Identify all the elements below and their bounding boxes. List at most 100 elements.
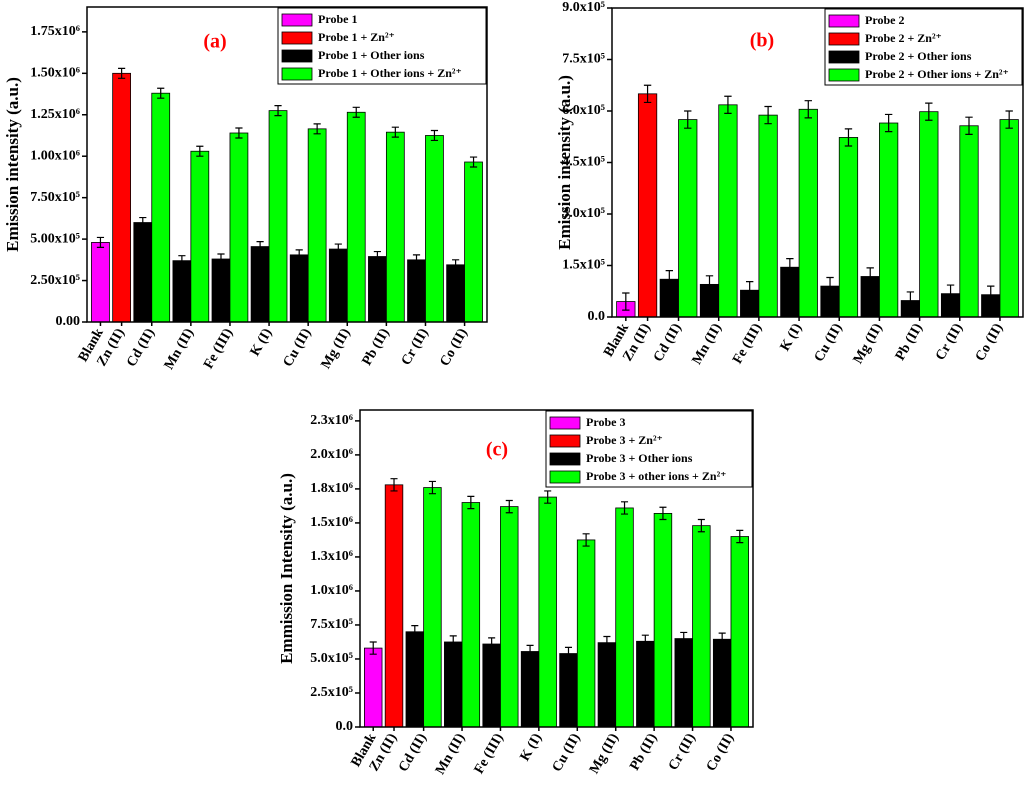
x-tick-label: Mn (II) [433, 731, 469, 778]
legend-label: Probe 3 + Other ions [586, 451, 693, 465]
x-tick-label: Fe (III) [730, 321, 765, 367]
error-bar [428, 480, 436, 495]
error-bar [684, 110, 692, 129]
bar [307, 128, 327, 323]
y-tick-label: 0.0 [336, 719, 354, 734]
bar [328, 248, 348, 323]
bar [211, 258, 231, 323]
plot-frame [611, 7, 1024, 318]
y-tick-label: 1.5x10⁵ [562, 258, 605, 273]
y-tick-label: 5.0x10⁵ [310, 651, 353, 666]
error-bar [118, 67, 126, 79]
bar [364, 647, 383, 728]
bar [520, 651, 540, 728]
y-axis-label: Emmission Intensity (a.u.) [277, 473, 296, 664]
bar [172, 260, 192, 323]
x-tick-label: K (I) [248, 326, 276, 359]
legend-swatch [828, 14, 860, 28]
chart-title: (c) [486, 439, 508, 461]
bar [919, 111, 939, 318]
x-tick-label: Fe (III) [201, 326, 236, 372]
x-tick-label: Pb (II) [627, 731, 660, 773]
error-bar [352, 106, 360, 118]
bar [678, 119, 698, 318]
error-bar [697, 518, 705, 533]
bar [482, 643, 501, 728]
error-bar [965, 116, 973, 135]
bar [133, 222, 153, 323]
bar [636, 640, 655, 728]
error-bar [96, 236, 105, 248]
y-tick-label: 0.0 [588, 309, 606, 324]
bar [637, 93, 658, 318]
bar [425, 135, 444, 323]
x-tick-label: K (I) [778, 321, 806, 354]
chart-title: (b) [750, 30, 774, 52]
error-bar [804, 100, 812, 119]
error-bar [526, 644, 534, 659]
error-bar [313, 123, 321, 135]
error-bar [295, 249, 303, 261]
y-tick-label: 1.75x10⁶ [30, 24, 80, 39]
legend-label: Probe 3 [586, 415, 625, 429]
bar [838, 137, 859, 318]
error-bar [718, 632, 726, 646]
y-tick-label: 1.8x10⁶ [310, 481, 353, 496]
y-tick-label: 2.3x10⁶ [310, 413, 353, 428]
error-bar [564, 646, 573, 661]
bar [692, 525, 711, 728]
error-bar [452, 259, 460, 271]
error-bar [659, 506, 667, 521]
error-bar [884, 113, 893, 133]
error-bar [906, 291, 915, 310]
x-tick-label: Pb (II) [360, 326, 393, 368]
error-bar [866, 267, 874, 286]
legend-swatch [828, 50, 860, 64]
bar [407, 259, 426, 323]
bar [289, 254, 309, 323]
error-bar [745, 281, 754, 300]
bar [461, 502, 481, 728]
legend-label: Probe 1 + Other ions [318, 48, 425, 62]
error-bar [764, 105, 772, 125]
legend-label: Probe 2 [865, 13, 904, 27]
legend-swatch [549, 434, 581, 448]
error-bar [603, 635, 611, 650]
x-tick-label: Cu (II) [812, 321, 846, 365]
error-bar [430, 129, 439, 142]
y-tick-label: 7.5x10⁵ [310, 617, 353, 632]
legend-swatch [281, 67, 313, 81]
error-bar [157, 87, 165, 99]
error-bar [736, 529, 744, 544]
y-tick-label: 1.50x10⁶ [30, 66, 80, 81]
legend-label: Probe 1 + Other ions + Zn²⁺ [318, 66, 462, 80]
bar [405, 631, 425, 728]
error-bar [196, 145, 204, 157]
y-tick-label: 1.0x10⁶ [310, 583, 353, 598]
error-bar [987, 285, 995, 304]
legend-label: Probe 3 + Zn²⁺ [586, 433, 663, 447]
x-tick-label: Cu (II) [281, 326, 315, 370]
y-tick-label: 2.0x10⁶ [310, 447, 353, 462]
x-tick-label: Cr (II) [399, 326, 432, 368]
x-tick-label: Co (II) [973, 321, 1007, 364]
bar [674, 638, 693, 728]
x-tick-label: Mg (II) [851, 321, 886, 367]
error-bar [641, 634, 649, 649]
y-tick-label: 9.0x10⁵ [562, 0, 605, 15]
bar [597, 642, 617, 728]
bar [798, 108, 818, 318]
x-tick-label: Pb (II) [893, 321, 926, 363]
bar [500, 506, 519, 728]
bar [444, 641, 463, 728]
error-bar [621, 501, 629, 515]
error-bar [705, 275, 714, 294]
y-tick-label: 7.5x10⁵ [562, 52, 605, 67]
legend-swatch [281, 49, 313, 63]
x-tick-label: Cr (II) [666, 731, 699, 773]
error-bar [235, 127, 243, 139]
x-tick-label: Cu (II) [550, 731, 584, 775]
x-tick-label: Mn (II) [690, 321, 726, 368]
bar [464, 161, 483, 323]
